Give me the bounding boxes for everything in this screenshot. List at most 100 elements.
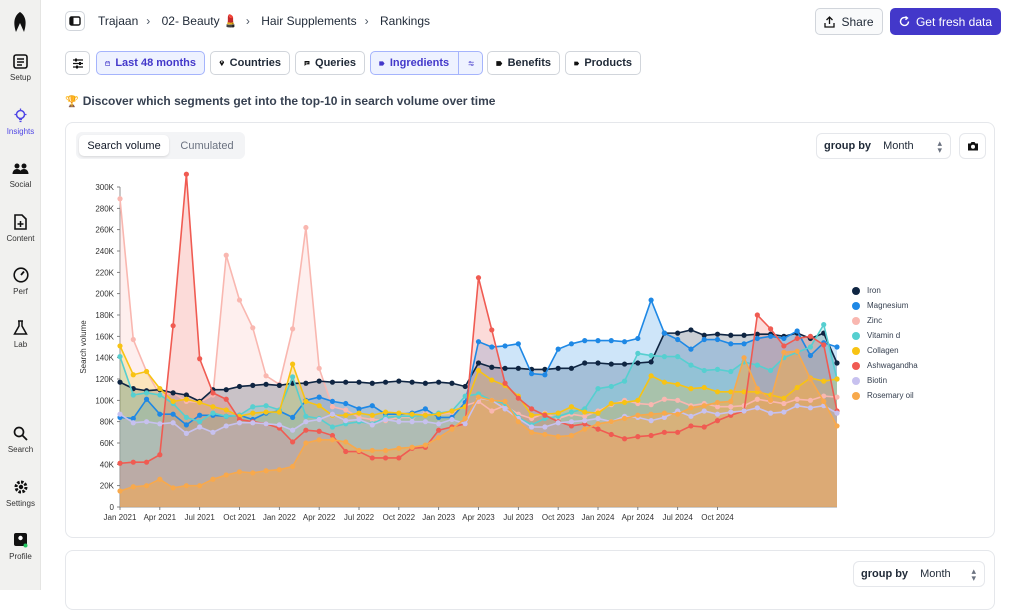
queries-filter[interactable]: Queries: [295, 51, 365, 75]
data-point: [436, 379, 442, 385]
data-point: [475, 339, 482, 345]
sidebar-item-profile[interactable]: Profile: [0, 532, 41, 561]
data-point: [635, 397, 641, 403]
data-point: [489, 327, 495, 333]
data-point: [170, 411, 176, 417]
period-filter[interactable]: Last 48 months: [96, 51, 205, 75]
data-point: [263, 381, 269, 387]
sidebar-panel-icon: [69, 16, 81, 26]
data-point: [661, 414, 667, 420]
data-point: [276, 409, 282, 415]
legend-label: Collagen: [867, 346, 899, 355]
x-tick-label: Oct 2023: [542, 513, 575, 522]
profile-icon: [14, 533, 28, 548]
data-point: [688, 405, 694, 411]
data-point: [608, 419, 614, 425]
sidebar-item-search[interactable]: Search: [0, 426, 41, 454]
main-area: Trajaan › 02- Beauty 💄 › Hair Supplements ›…: [41, 0, 1024, 610]
legend-dot: [852, 361, 860, 370]
data-point: [635, 412, 641, 418]
data-point: [343, 407, 349, 413]
sidebar-label: Content: [6, 234, 35, 243]
data-point: [290, 326, 296, 332]
legend-item[interactable]: Ashwagandha: [852, 358, 918, 373]
toggle-panel-button[interactable]: [65, 11, 85, 31]
legend-item[interactable]: Vitamin d: [852, 328, 918, 343]
sidebar-item-social[interactable]: Social: [0, 161, 41, 189]
legend-label: Biotin: [867, 376, 888, 385]
data-point: [343, 448, 349, 455]
data-point: [807, 405, 814, 411]
sidebar-item-perf[interactable]: Perf: [0, 267, 41, 296]
sidebar-item-lab[interactable]: Lab: [0, 320, 41, 349]
screenshot-button[interactable]: [959, 133, 986, 159]
sidebar-item-content[interactable]: Content: [0, 214, 41, 243]
data-point: [741, 332, 747, 338]
data-point: [170, 485, 176, 491]
brand-logo-icon[interactable]: [11, 11, 29, 33]
data-point: [250, 420, 256, 426]
calendar-icon: [105, 60, 111, 66]
breadcrumb-item[interactable]: Hair Supplements: [261, 14, 357, 28]
data-point: [422, 412, 428, 418]
sidebar-item-settings[interactable]: Settings: [0, 479, 41, 508]
data-point: [608, 361, 614, 367]
legend-item[interactable]: Biotin: [852, 373, 918, 388]
get-fresh-data-button[interactable]: Get fresh data: [890, 8, 1001, 35]
share-icon: [824, 15, 836, 28]
legend-item[interactable]: Magnesium: [852, 298, 918, 313]
data-point: [382, 416, 389, 423]
data-point: [661, 410, 667, 416]
data-point: [449, 426, 455, 432]
ingredients-filter[interactable]: Ingredients: [370, 51, 483, 75]
x-tick-label: Oct 2021: [223, 513, 256, 522]
legend-item[interactable]: Zinc: [852, 313, 918, 328]
breadcrumb-item[interactable]: 02- Beauty 💄: [161, 14, 238, 28]
group-by-select[interactable]: group by Month ▴ ▾: [816, 133, 951, 159]
data-point: [157, 386, 163, 392]
x-tick-label: Jul 2023: [503, 513, 534, 522]
data-point: [661, 330, 667, 336]
data-point: [356, 379, 362, 385]
data-point: [210, 390, 216, 396]
sidebar-label: Setup: [10, 73, 31, 82]
data-point: [369, 455, 375, 461]
cumulated-tab[interactable]: Cumulated: [180, 139, 234, 152]
share-button[interactable]: Share: [815, 8, 883, 35]
data-point: [728, 341, 734, 347]
data-point: [475, 394, 482, 400]
data-point: [223, 387, 229, 393]
data-point: [608, 431, 614, 438]
map-pin-icon: [219, 60, 225, 67]
sidebar-item-setup[interactable]: Setup: [0, 54, 41, 82]
filter-settings-button[interactable]: [65, 51, 90, 75]
legend-item[interactable]: Collagen: [852, 343, 918, 358]
sidebar-label: Settings: [6, 499, 35, 508]
data-point: [157, 452, 163, 458]
data-point: [754, 386, 760, 392]
legend-item[interactable]: Iron: [852, 283, 918, 298]
data-point: [316, 403, 322, 409]
data-point: [250, 470, 256, 476]
chat-icon: [304, 60, 310, 66]
data-point: [183, 414, 189, 420]
legend-item[interactable]: Rosemary oil: [852, 388, 918, 403]
data-point: [263, 468, 269, 474]
x-tick-label: Apr 2022: [303, 513, 336, 522]
data-point: [316, 428, 322, 434]
products-filter[interactable]: Products: [565, 51, 641, 75]
data-point: [436, 427, 442, 433]
data-point: [157, 411, 163, 417]
countries-filter[interactable]: Countries: [210, 51, 290, 75]
breadcrumb-item[interactable]: Trajaan: [98, 14, 139, 28]
data-point: [621, 378, 628, 384]
data-point: [130, 392, 136, 398]
benefits-filter[interactable]: Benefits: [487, 51, 560, 75]
data-point: [183, 430, 189, 436]
ingredient-settings-icon[interactable]: [468, 58, 474, 69]
x-tick-label: Jan 2021: [104, 513, 137, 522]
search-volume-tab[interactable]: Search volume: [79, 135, 169, 156]
group-by-select-2[interactable]: group by Month ▴ ▾: [853, 561, 985, 587]
data-point: [781, 335, 787, 342]
sidebar-item-insights[interactable]: Insights: [0, 108, 41, 136]
